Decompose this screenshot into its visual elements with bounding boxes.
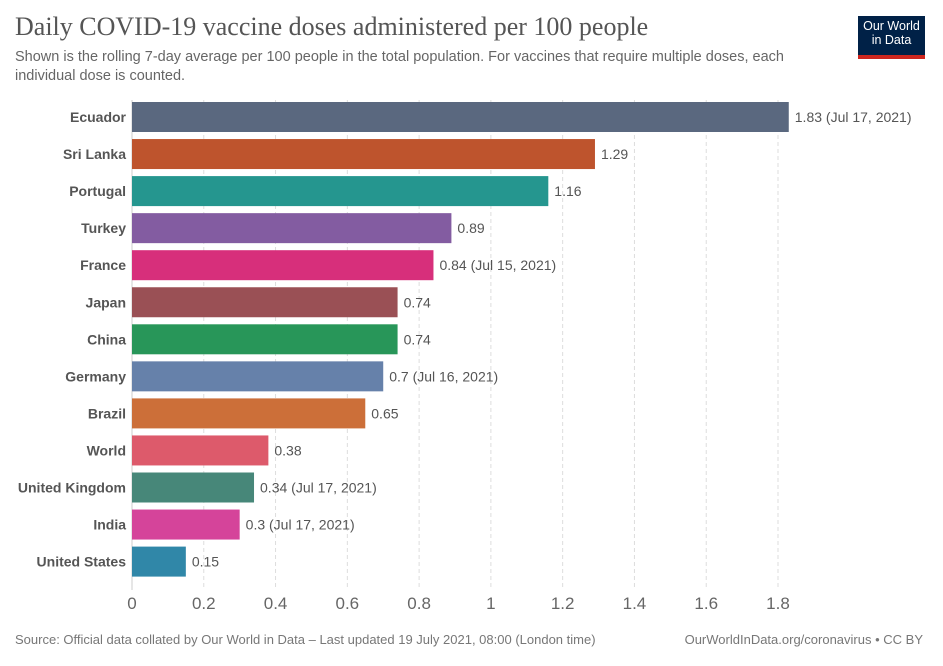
bar[interactable]: [132, 361, 384, 392]
category-label: China: [87, 331, 126, 347]
value-label: 0.15: [192, 554, 219, 570]
bars: [132, 102, 789, 577]
bar[interactable]: [132, 324, 398, 355]
logo-accent-bar: [858, 55, 925, 59]
value-label: 0.7 (Jul 16, 2021): [389, 368, 498, 384]
value-label: 0.38: [274, 442, 301, 458]
value-label: 0.34 (Jul 17, 2021): [260, 480, 377, 496]
category-label: Brazil: [88, 405, 126, 421]
category-label: Turkey: [81, 220, 126, 236]
category-label: Japan: [86, 294, 126, 310]
x-tick-label: 0.8: [407, 594, 431, 613]
bar[interactable]: [132, 176, 549, 207]
x-tick-label: 0: [127, 594, 136, 613]
x-tick-label: 1.4: [623, 594, 647, 613]
bar[interactable]: [132, 398, 366, 429]
value-label: 1.83 (Jul 17, 2021): [795, 109, 912, 125]
category-label: Portugal: [69, 183, 126, 199]
category-label: India: [93, 517, 126, 533]
value-label: 0.3 (Jul 17, 2021): [246, 517, 355, 533]
category-label: France: [80, 257, 126, 273]
x-tick-label: 1.8: [766, 594, 790, 613]
bar[interactable]: [132, 139, 595, 170]
chart-subtitle: Shown is the rolling 7-day average per 1…: [15, 49, 784, 84]
bar[interactable]: [132, 250, 434, 281]
value-label: 1.29: [601, 146, 628, 162]
category-label: Ecuador: [70, 109, 127, 125]
category-labels: Ecuador Sri Lanka Portugal Turkey France Japa…: [18, 109, 127, 570]
value-label: 1.16: [554, 183, 581, 199]
value-labels: 1.83 (Jul 17, 2021) 1.29 1.16 0.89 0.84 (Jul…: [192, 109, 912, 570]
owid-logo[interactable]: Our World in Data: [858, 16, 925, 59]
source-note: Source: Official data collated by Our Wo…: [15, 632, 596, 647]
bar[interactable]: [132, 102, 789, 132]
x-axis-ticks: 0 0.2 0.4 0.6 0.8 1 1.2 1.4 1.6 1.8: [127, 594, 790, 613]
chart-title: Daily COVID-19 vaccine doses administere…: [15, 12, 649, 41]
category-label: Germany: [65, 368, 126, 384]
bar[interactable]: [132, 213, 452, 244]
category-label: United States: [37, 554, 127, 570]
value-label: 0.65: [371, 405, 398, 421]
bar[interactable]: [132, 509, 240, 540]
value-label: 0.74: [404, 331, 431, 347]
source-link[interactable]: OurWorldInData.org/coronavirus • CC BY: [684, 632, 923, 647]
bar[interactable]: [132, 472, 255, 503]
x-tick-label: 1.2: [551, 594, 575, 613]
x-tick-label: 1: [486, 594, 495, 613]
value-label: 0.89: [457, 220, 484, 236]
value-label: 0.84 (Jul 15, 2021): [439, 257, 556, 273]
category-label: United Kingdom: [18, 480, 126, 496]
x-tick-label: 1.6: [694, 594, 718, 613]
bar[interactable]: [132, 546, 186, 577]
category-label: World: [87, 442, 126, 458]
x-tick-label: 0.6: [336, 594, 360, 613]
x-tick-label: 0.4: [264, 594, 288, 613]
logo-line-1: Our World: [863, 19, 920, 33]
logo-line-2: in Data: [871, 33, 912, 47]
x-tick-label: 0.2: [192, 594, 216, 613]
category-label: Sri Lanka: [63, 146, 126, 162]
value-label: 0.74: [404, 294, 431, 310]
bar[interactable]: [132, 287, 398, 318]
bar[interactable]: [132, 435, 269, 466]
